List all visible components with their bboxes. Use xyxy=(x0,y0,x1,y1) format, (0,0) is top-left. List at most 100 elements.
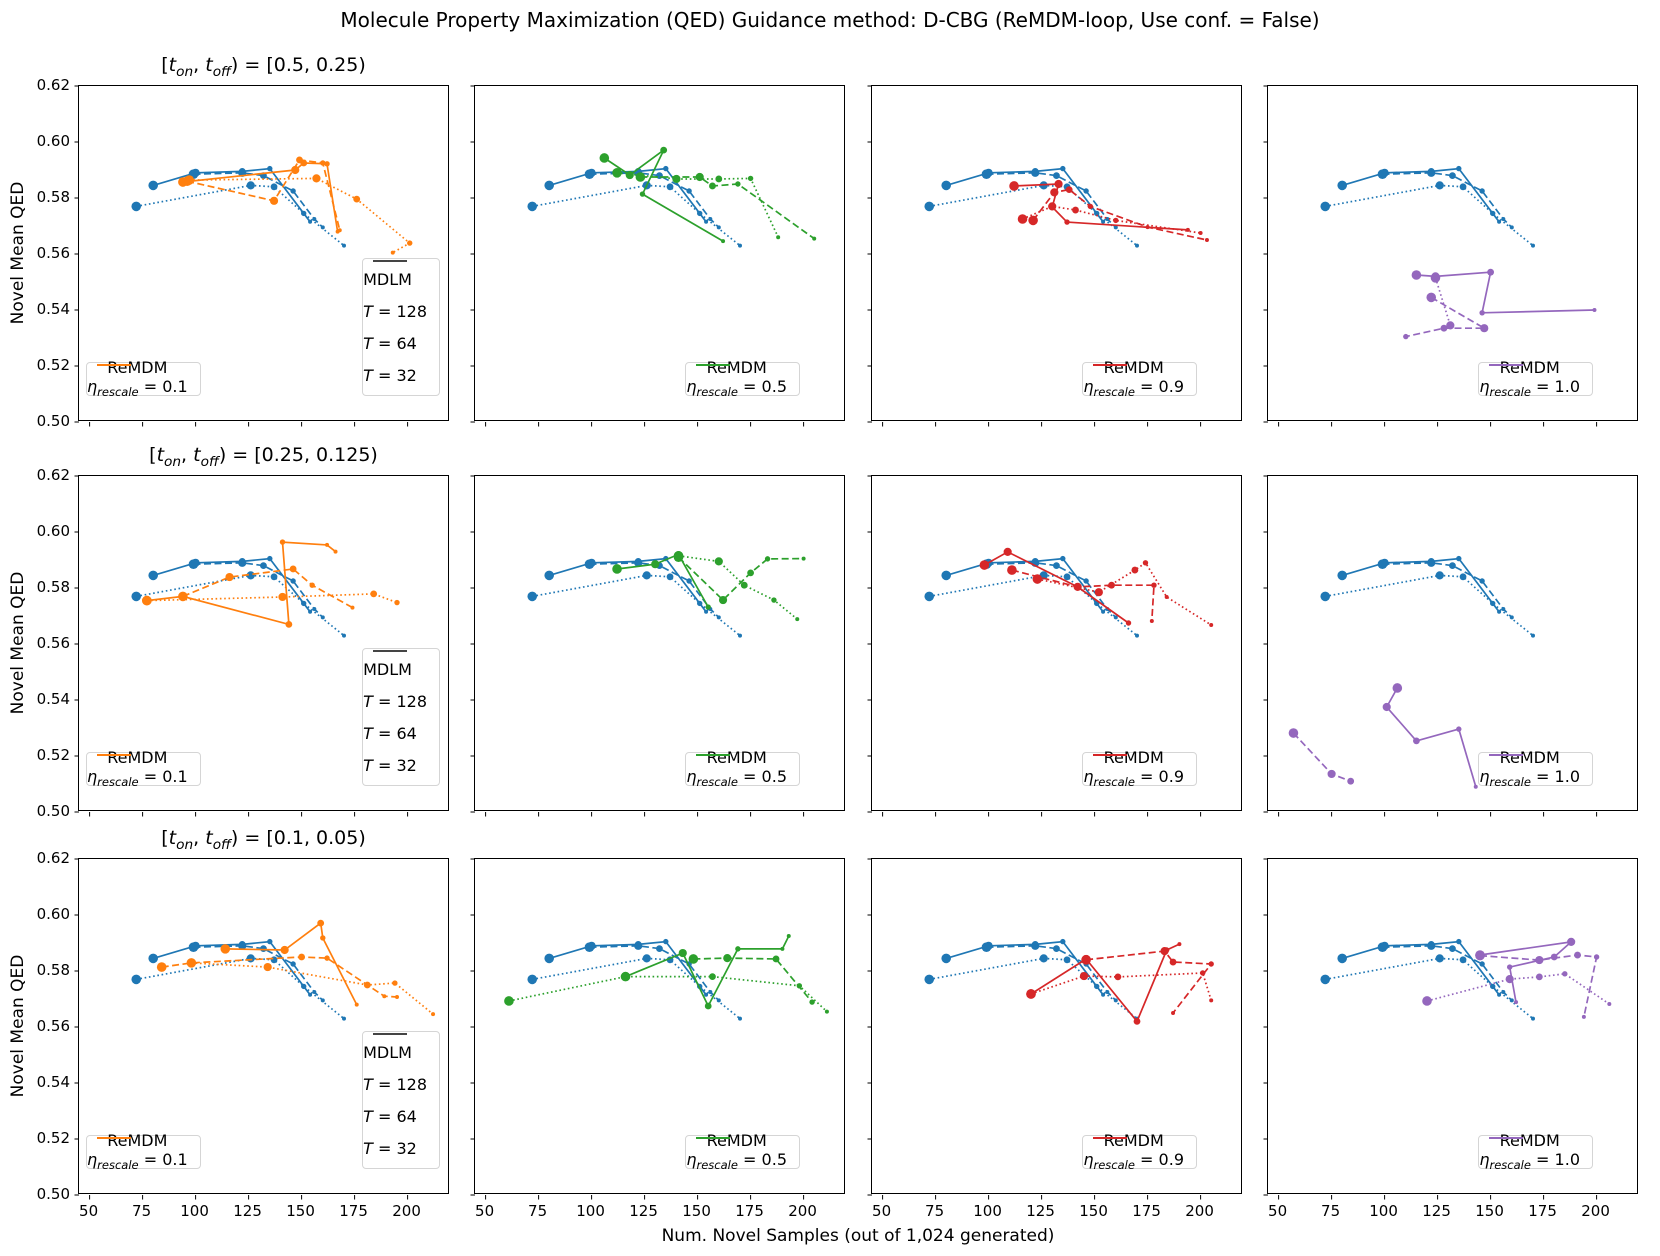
mdlm-T32-marker xyxy=(131,591,142,602)
remdm-legend-entry: ReMDM ηrescale = 0.5 xyxy=(686,1131,799,1172)
mdlm-T64-line xyxy=(1382,561,1513,619)
remdm-T32-line xyxy=(616,171,779,238)
mdlm-T128-marker xyxy=(1337,570,1347,581)
mdlm-T32-marker xyxy=(924,974,935,985)
remdm-T128-marker xyxy=(285,621,293,628)
remdm-T128-marker xyxy=(599,153,610,163)
mdlm-T128-line xyxy=(945,940,1104,996)
remdm-T64-marker xyxy=(723,954,732,963)
mdlm-legend: MDLM T = 128 T = 64 T = 32 xyxy=(362,648,440,786)
mdlm-T64-marker xyxy=(1427,941,1436,950)
y-tick-label: 0.58 xyxy=(36,578,70,596)
y-axis-label: Novel Mean QED xyxy=(8,571,28,715)
remdm-T128-line xyxy=(1013,183,1188,231)
eta-rescale-label: ηrescale = 0.9 xyxy=(1083,767,1184,790)
mdlm-T128-line xyxy=(945,167,1104,223)
remdm-T128-marker xyxy=(1009,181,1019,191)
remdm-T32-marker xyxy=(1430,273,1441,283)
tstyle-label: T = 128 xyxy=(363,1074,427,1094)
subplot-r1-c3: ReMDM ηrescale = 1.0 xyxy=(1263,475,1638,817)
mdlm-T128-marker xyxy=(1060,938,1066,945)
mdlm-T64-marker xyxy=(584,942,595,952)
mdlm-label: MDLM xyxy=(363,659,412,679)
mdlm-T32-marker xyxy=(301,983,307,990)
remdm-T64-marker xyxy=(156,962,167,972)
remdm-legend-entry: ReMDM ηrescale = 0.1 xyxy=(87,748,200,789)
x-tick-label: 200 xyxy=(392,1202,421,1220)
x-tick-label: 100 xyxy=(576,1202,605,1220)
remdm-T32-marker xyxy=(1505,975,1514,984)
mdlm-T64-marker xyxy=(1449,172,1456,179)
y-tick-label: 0.60 xyxy=(36,905,70,923)
remdm-legend: ReMDM ηrescale = 0.5 xyxy=(685,358,800,400)
remdm-T128-marker xyxy=(1514,1000,1519,1005)
mdlm-T64-marker xyxy=(584,169,595,179)
remdm-T64-line xyxy=(1405,296,1488,338)
x-tick-label: 200 xyxy=(1185,1202,1214,1220)
x-tick-label: 175 xyxy=(339,1202,368,1220)
remdm-T64-marker xyxy=(1535,955,1544,965)
tstyle-legend-entry: T = 64 xyxy=(363,1033,439,1132)
remdm-T64-marker xyxy=(289,565,297,573)
remdm-T64-marker xyxy=(320,160,326,166)
remdm-T32-marker xyxy=(363,981,371,989)
remdm-T128-marker xyxy=(1003,547,1012,556)
mdlm-T128-marker xyxy=(1101,609,1106,614)
mdlm-T64-marker xyxy=(238,558,247,567)
mdlm-T128-line xyxy=(1341,167,1500,223)
remdm-legend-text: ReMDM ηrescale = 0.9 xyxy=(1083,1123,1196,1181)
mdlm-T64-line xyxy=(193,561,324,619)
remdm-T32-marker xyxy=(1048,202,1057,211)
remdm-T32-marker xyxy=(795,617,800,622)
mdlm-T32-line xyxy=(929,957,1138,1020)
subplot-r2-c0: ReMDM ηrescale = 0.1 MDLM T = 128 T = 64 T = … xyxy=(74,858,449,1200)
remdm-T64-marker xyxy=(178,591,188,602)
mdlm-T64-marker xyxy=(708,217,713,221)
plot-area xyxy=(470,858,829,1200)
remdm-T64-marker xyxy=(1480,324,1489,333)
remdm-legend-text: ReMDM ηrescale = 0.1 xyxy=(87,740,200,798)
mdlm-T32-marker xyxy=(924,591,935,602)
remdm-T128-marker xyxy=(1592,308,1597,312)
remdm-T32-marker xyxy=(1114,973,1122,981)
mdlm-T128-marker xyxy=(148,180,158,191)
mdlm-T32-marker xyxy=(1039,954,1048,963)
tstyle-legend-entry: T = 128 xyxy=(363,260,439,327)
mdlm-T64-marker xyxy=(1053,172,1060,179)
remdm-T32-marker xyxy=(1607,1002,1612,1007)
mdlm-legend: MDLM T = 128 T = 64 T = 32 xyxy=(362,1031,440,1169)
mdlm-T32-marker xyxy=(1320,974,1331,985)
mdlm-T128-marker xyxy=(148,570,158,581)
plot-area xyxy=(867,858,1214,1200)
remdm-legend-text: ReMDM ηrescale = 0.1 xyxy=(87,1123,200,1181)
mdlm-T128-marker xyxy=(941,953,951,964)
mdlm-T64-marker xyxy=(238,941,247,950)
mdlm-T128-marker xyxy=(308,609,313,614)
mdlm-T64-marker xyxy=(1053,945,1060,952)
remdm-legend-text: ReMDM ηrescale = 1.0 xyxy=(1479,350,1592,408)
subplot-r1-c1: ReMDM ηrescale = 0.5 xyxy=(470,475,845,817)
remdm-T32-marker xyxy=(612,168,622,178)
tstyle-label: T = 32 xyxy=(363,1138,417,1158)
mdlm-T64-line xyxy=(1382,171,1513,229)
remdm-T32-marker xyxy=(278,592,287,602)
remdm-legend-entry: ReMDM ηrescale = 1.0 xyxy=(1479,748,1592,789)
remdm-T32-marker xyxy=(1072,206,1079,214)
mdlm-T64-marker xyxy=(1501,607,1506,611)
remdm-T32-marker xyxy=(1094,588,1103,597)
remdm-label: ReMDM xyxy=(1499,358,1560,378)
mdlm-T32-marker xyxy=(342,243,346,248)
remdm-T32-marker xyxy=(776,235,781,240)
remdm-T64-marker xyxy=(1007,565,1017,575)
y-tick-label: 0.58 xyxy=(36,188,70,206)
plot-area xyxy=(470,85,817,427)
eta-rescale-label: ηrescale = 0.9 xyxy=(1083,1150,1184,1173)
x-tick-label: 50 xyxy=(79,1202,99,1220)
mdlm-T64-marker xyxy=(1501,217,1506,221)
x-tick-label: 100 xyxy=(973,1202,1002,1220)
legend-line-sample xyxy=(1093,754,1128,756)
remdm-T32-marker xyxy=(504,996,514,1006)
legend-line-sample xyxy=(1489,364,1524,366)
mdlm-T32-marker xyxy=(738,1016,742,1021)
remdm-legend-text: ReMDM ηrescale = 0.5 xyxy=(686,740,799,798)
